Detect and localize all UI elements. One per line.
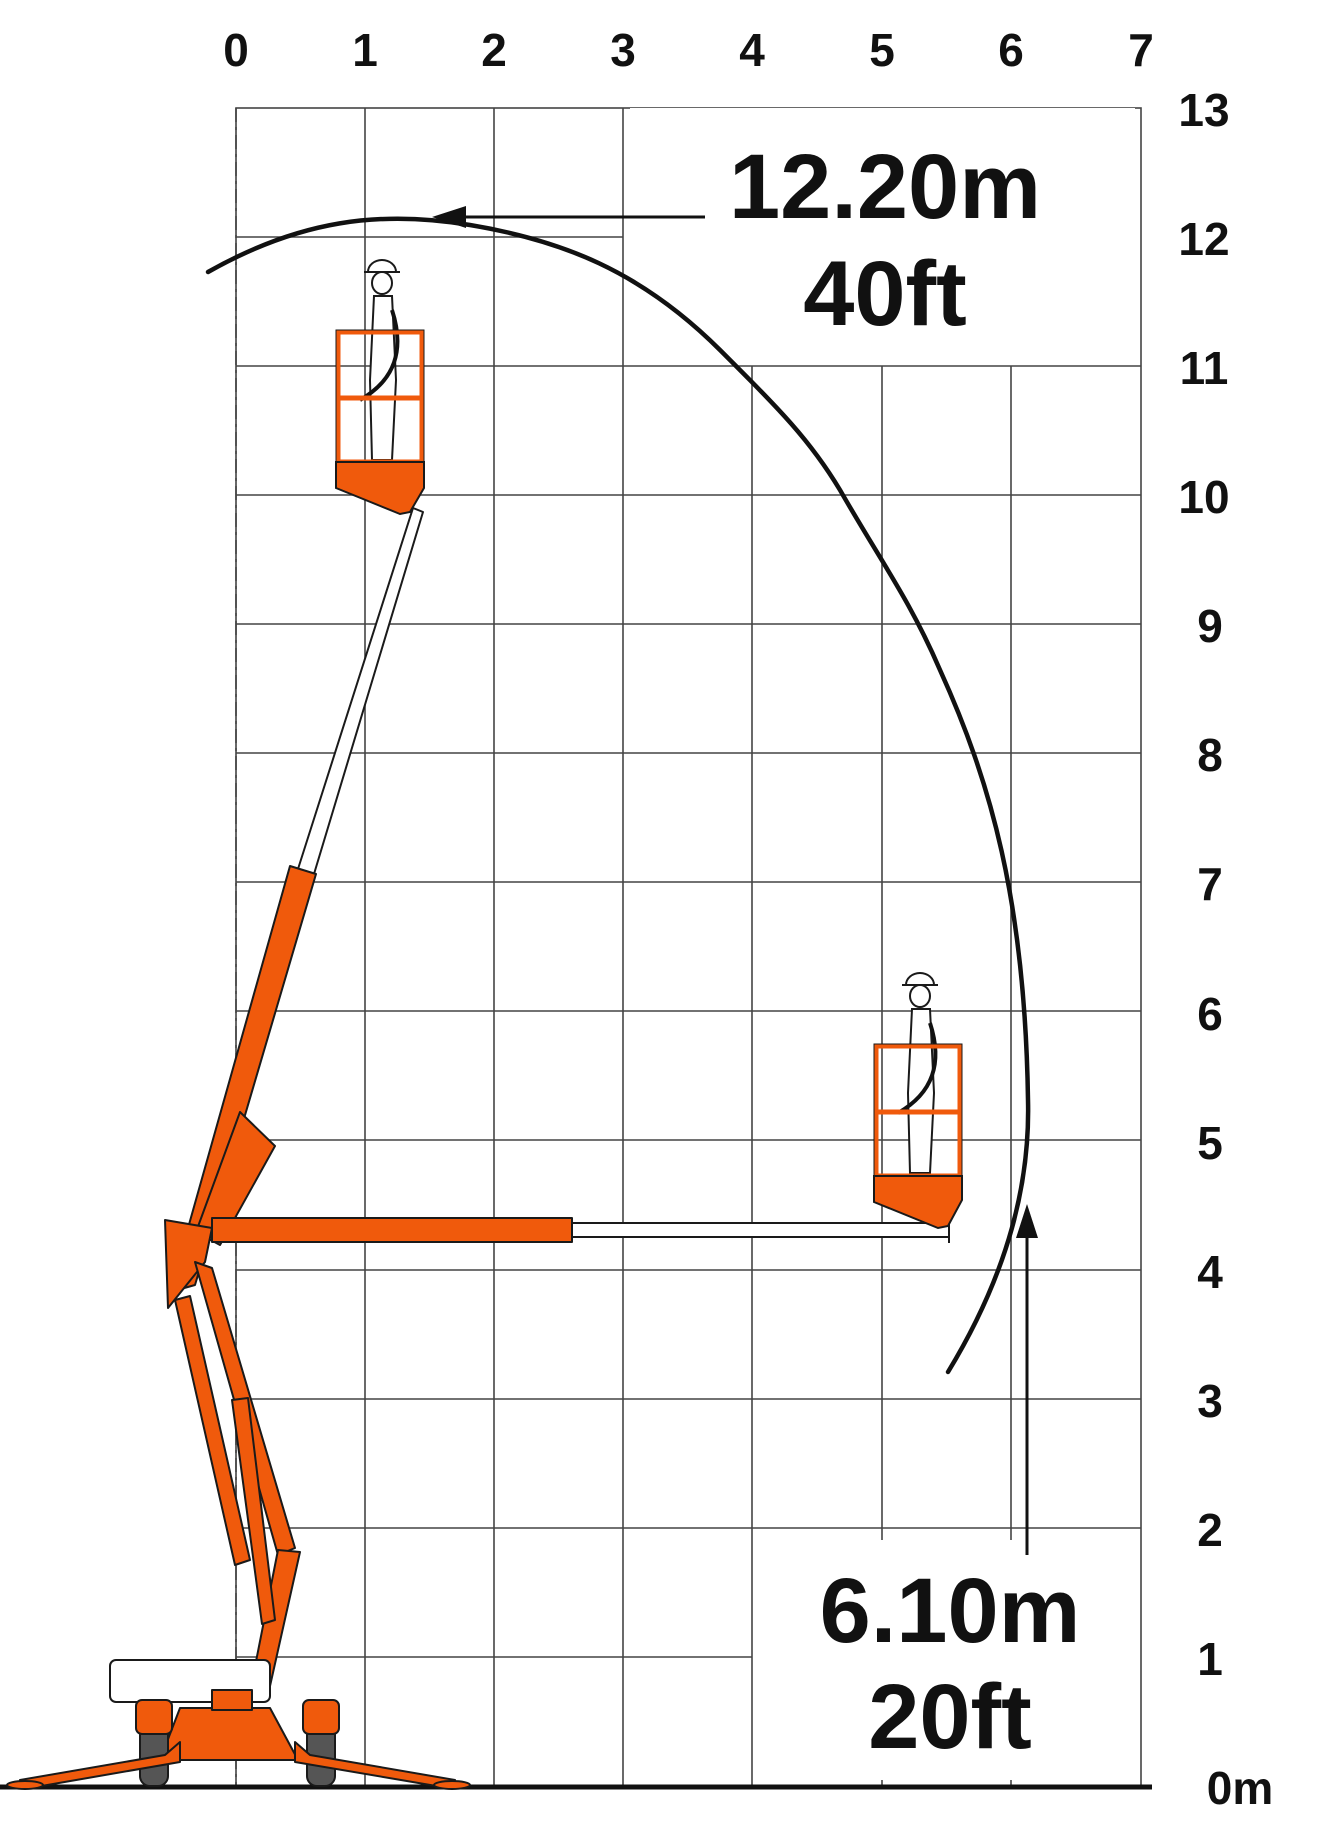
y-tick-13: 13 xyxy=(1178,84,1229,136)
x-tick-3: 3 xyxy=(610,24,636,76)
y-tick-6: 6 xyxy=(1197,988,1223,1040)
operator-raised xyxy=(359,259,400,461)
y-tick-7: 7 xyxy=(1197,858,1223,910)
max-outreach-imperial: 20ft xyxy=(868,1666,1032,1768)
y-tick-5: 5 xyxy=(1197,1117,1223,1169)
y-tick-11: 11 xyxy=(1180,342,1229,394)
x-tick-4: 4 xyxy=(739,24,765,76)
y-tick-8: 8 xyxy=(1197,729,1223,781)
max-height-imperial: 40ft xyxy=(803,243,967,345)
working-envelope-curve xyxy=(205,216,1031,1375)
x-tick-0: 0 xyxy=(223,24,249,76)
max-outreach-label: 6.10m 20ft xyxy=(820,1560,1081,1768)
lower-boom-rear-link xyxy=(174,1295,251,1566)
y-tick-0: 0m xyxy=(1207,1762,1273,1814)
knuckle-bracket xyxy=(195,1111,276,1246)
boom-lift-machine xyxy=(6,507,950,1790)
upper-boom-base-section xyxy=(169,865,317,1293)
x-tick-6: 6 xyxy=(998,24,1024,76)
max-height-metric: 12.20m xyxy=(729,136,1041,238)
horizontal-boom-fly-section xyxy=(571,1222,950,1238)
y-tick-1: 1 xyxy=(1197,1633,1223,1685)
basket-floor-raised xyxy=(335,461,425,516)
work-basket-raised xyxy=(335,259,425,516)
y-tick-12: 12 xyxy=(1178,213,1229,265)
work-basket-outreach xyxy=(873,972,963,1230)
max-outreach-label-backdrop xyxy=(760,1540,1140,1780)
x-tick-7: 7 xyxy=(1128,24,1154,76)
y-tick-9: 9 xyxy=(1197,600,1223,652)
x-tick-1: 1 xyxy=(352,24,378,76)
max-outreach-arrow xyxy=(1016,1204,1038,1555)
slewing-ring xyxy=(211,1689,253,1711)
operator-outreach xyxy=(897,972,938,1174)
y-tick-4: 4 xyxy=(1197,1246,1223,1298)
max-height-label: 12.20m 40ft xyxy=(729,136,1041,345)
x-tick-2: 2 xyxy=(481,24,507,76)
y-tick-3: 3 xyxy=(1197,1375,1223,1427)
lower-boom-strut xyxy=(231,1397,276,1625)
y-axis-ticks: 0m 1 2 3 4 5 6 7 8 9 10 11 12 13 xyxy=(1178,84,1273,1814)
horizontal-boom-base-section xyxy=(211,1217,573,1243)
y-tick-10: 10 xyxy=(1178,471,1229,523)
max-height-arrow xyxy=(432,206,705,228)
boom-pivot-head xyxy=(164,1219,213,1309)
basket-floor-outreach xyxy=(873,1175,963,1230)
x-axis-ticks: 0 1 2 3 4 5 6 7 xyxy=(223,24,1154,76)
y-tick-2: 2 xyxy=(1197,1504,1223,1556)
x-tick-5: 5 xyxy=(869,24,895,76)
max-outreach-metric: 6.10m xyxy=(820,1560,1081,1662)
max-height-label-backdrop xyxy=(630,108,1135,363)
